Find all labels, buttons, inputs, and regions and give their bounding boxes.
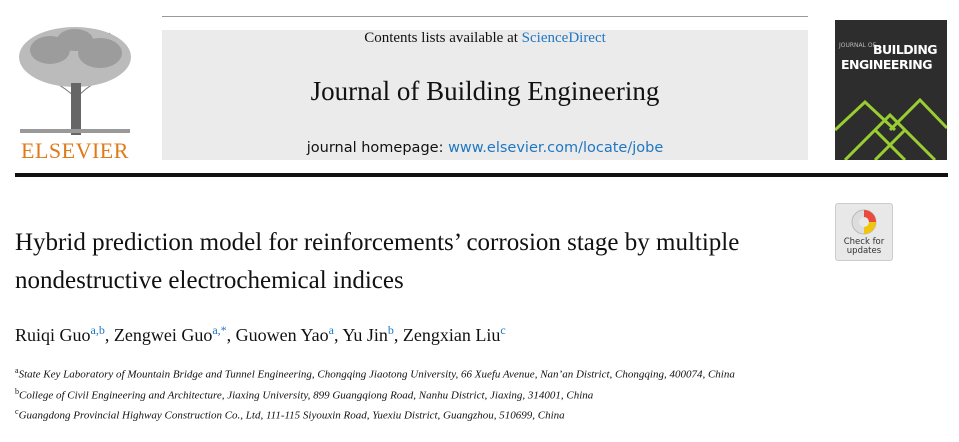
author: Yu Jinb [342, 323, 403, 345]
journal-title: Journal of Building Engineering [310, 76, 660, 106]
author-name: Zengwei Guo [113, 325, 213, 345]
author-affiliation-mark[interactable]: c [500, 323, 506, 337]
author-affiliation-mark[interactable]: a,b [90, 323, 105, 337]
top-rule [162, 16, 808, 17]
check-updates-badge[interactable]: Check for updates [835, 203, 893, 261]
author-list: Ruiqi Guoa,bZengwei Guoa,*Guowen YaoaYu … [15, 323, 506, 346]
article-title: Hybrid prediction model for reinforcemen… [15, 229, 740, 294]
affiliation-text: Guangdong Provincial Highway Constructio… [18, 409, 565, 422]
author: Zengxian Liuc [402, 323, 506, 345]
affiliation: bCollege of Civil Engineering and Archit… [15, 385, 815, 403]
badge-line: updates [846, 246, 882, 256]
affiliation: aState Key Laboratory of Mountain Bridge… [15, 364, 815, 382]
publisher-logo [19, 27, 131, 136]
cover-art [835, 97, 947, 160]
author-affiliation-mark[interactable]: b [387, 323, 394, 337]
author: Ruiqi Guoa,b [15, 323, 114, 345]
affiliation-mark: c [15, 407, 19, 417]
cover-title: BUILDING [873, 42, 938, 57]
affiliation: cGuangdong Provincial Highway Constructi… [15, 405, 815, 423]
header-rule [15, 173, 948, 177]
cover-small-text: JOURNAL OF [839, 42, 877, 49]
affiliation-text: College of Civil Engineering and Archite… [19, 389, 594, 402]
author: Guowen Yaoa [235, 323, 343, 345]
check-updates-text: Check for updates [836, 238, 892, 256]
affiliation-mark: a [15, 366, 19, 375]
check-icon [851, 209, 877, 235]
badge-line: Check for [843, 237, 885, 247]
journal-banner [162, 30, 808, 160]
author-name: Yu Jin [342, 325, 388, 345]
sciencedirect-link[interactable]: ScienceDirect [521, 30, 606, 46]
contents-line: Contents lists available at ScienceDirec… [162, 30, 808, 47]
affiliation-text: State Key Laboratory of Mountain Bridge … [18, 368, 735, 381]
affiliation-list: aState Key Laboratory of Mountain Bridge… [15, 364, 815, 426]
homepage-prefix: journal homepage: [306, 140, 444, 156]
homepage-link[interactable]: www.elsevier.com/locate/jobe [448, 140, 664, 156]
homepage-line: journal homepage: www.elsevier.com/locat… [162, 140, 808, 156]
author-name: Zengxian Liu [402, 325, 501, 345]
author-name: Guowen Yao [235, 325, 329, 345]
journal-cover: JOURNAL OF BUILDING ENGINEERING [835, 20, 947, 160]
author: Zengwei Guoa,* [113, 323, 236, 345]
cover-title: ENGINEERING [841, 57, 932, 72]
affiliation-mark: b [15, 386, 19, 396]
author-affiliation-mark[interactable]: a [328, 323, 334, 337]
author-affiliation-mark[interactable]: a,* [212, 323, 227, 337]
author-name: Ruiqi Guo [15, 325, 91, 345]
contents-prefix: Contents lists available at [364, 30, 518, 46]
publisher-name: ELSEVIER [21, 138, 129, 163]
